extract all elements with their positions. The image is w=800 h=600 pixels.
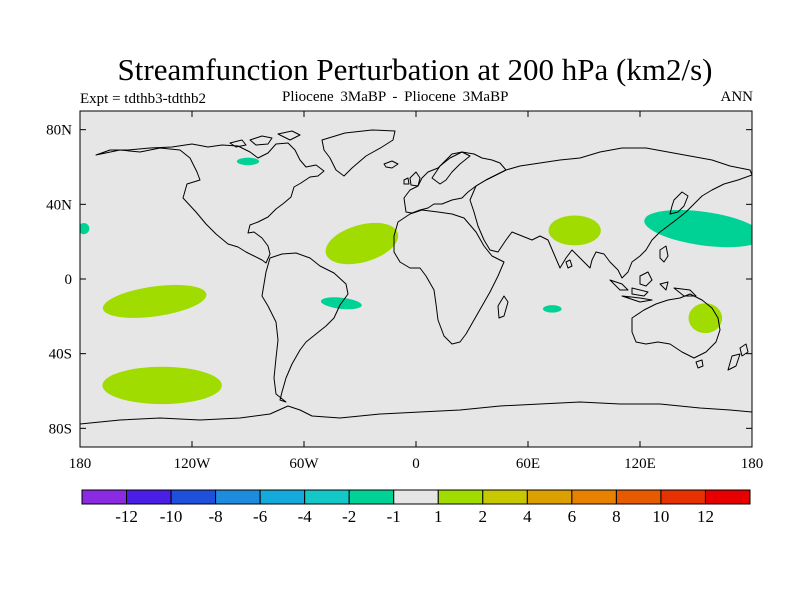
coast-sri-lanka <box>565 259 573 269</box>
contour-region-4 <box>688 303 723 334</box>
y-tick-label: 80N <box>46 123 72 139</box>
colorbar-box <box>393 489 439 505</box>
coast-japan <box>669 191 689 215</box>
colorbar-box <box>304 489 350 505</box>
colorbar-box <box>81 489 128 505</box>
chart-title: Streamfunction Perturbation at 200 hPa (… <box>117 52 713 87</box>
y-tick-label: 80S <box>49 421 72 437</box>
colorbar-box <box>660 489 706 505</box>
colorbar-labels: -12 -10 -8 -6 -4 -2 -1 1 2 4 6 8 10 12 <box>115 507 714 526</box>
colorbar-box <box>215 489 261 505</box>
coast-australia <box>631 293 721 359</box>
colorbar-box <box>126 489 172 505</box>
x-tick-label: 60E <box>516 456 540 472</box>
axis-ticks <box>79 111 753 447</box>
colorbar-box <box>615 489 662 505</box>
axis-tick-labels: 180 120W 60W 0 60E 120E 180 80N 40N 0 40S 80S <box>46 123 763 472</box>
coast-antarctica <box>80 401 752 447</box>
colorbar-box <box>482 489 528 505</box>
y-tick-label: 0 <box>65 272 73 288</box>
x-tick-label: 120W <box>174 456 212 472</box>
coast-new-zealand <box>727 343 749 371</box>
colorbar-label: 10 <box>652 507 669 526</box>
y-tick-label: 40N <box>46 197 72 213</box>
colorbar-box <box>437 489 484 505</box>
colorbar-box <box>704 489 751 505</box>
coast-madagascar <box>497 295 509 319</box>
coast-africa <box>393 209 505 345</box>
coast-philippines <box>659 245 669 263</box>
contour-region-5 <box>236 157 260 166</box>
colorbar-label: -10 <box>160 507 183 526</box>
x-tick-label: 180 <box>741 456 764 472</box>
colorbar-box <box>170 489 217 505</box>
coast-arctic-islands <box>229 130 301 148</box>
colorbar-box <box>348 489 395 505</box>
colorbar-label: 12 <box>697 507 714 526</box>
colorbar-label: 1 <box>434 507 443 526</box>
contour-region-8 <box>542 305 562 313</box>
coast-british-isles <box>403 171 421 187</box>
colorbar-box <box>259 489 306 505</box>
colorbar-label: -6 <box>253 507 267 526</box>
coastlines <box>80 129 752 447</box>
colorbar-label: -12 <box>115 507 138 526</box>
colorbar-label: -8 <box>209 507 223 526</box>
colorbar-box <box>571 489 617 505</box>
coast-south-america <box>261 252 349 403</box>
coast-iceland <box>383 160 399 169</box>
x-tick-label: 60W <box>289 456 319 472</box>
colorbar-label: 6 <box>568 507 577 526</box>
coast-scandinavia <box>431 151 471 185</box>
contour-region-6 <box>80 223 90 235</box>
comparison-label: Pliocene 3MaBP - Pliocene 3MaBP <box>282 89 509 105</box>
x-tick-label: 120E <box>624 456 656 472</box>
colorbar-label: -4 <box>298 507 313 526</box>
colorbar-label: -1 <box>387 507 401 526</box>
season-label: ANN <box>720 89 754 105</box>
colorbar-label: -2 <box>342 507 356 526</box>
colorbar-box <box>526 489 573 505</box>
contour-region-2 <box>325 222 399 265</box>
contour-region-3 <box>548 215 601 246</box>
contour-region-0 <box>102 284 207 318</box>
colorbar <box>81 489 751 505</box>
coast-indonesia <box>609 271 697 303</box>
coast-north-america <box>95 142 325 264</box>
coast-tasmania <box>695 359 704 369</box>
x-tick-label: 0 <box>412 456 420 472</box>
coast-europe <box>403 151 507 214</box>
coast-asia <box>469 147 752 279</box>
y-tick-label: 40S <box>49 347 72 363</box>
colorbar-label: 8 <box>612 507 621 526</box>
contour-region-9 <box>644 210 752 248</box>
experiment-label: Expt = tdthb3-tdthb2 <box>80 91 206 107</box>
contour-region-1 <box>102 366 222 405</box>
colorbar-label: 2 <box>479 507 488 526</box>
colorbar-label: 4 <box>523 507 532 526</box>
x-tick-label: 180 <box>69 456 92 472</box>
coast-greenland <box>321 129 396 177</box>
